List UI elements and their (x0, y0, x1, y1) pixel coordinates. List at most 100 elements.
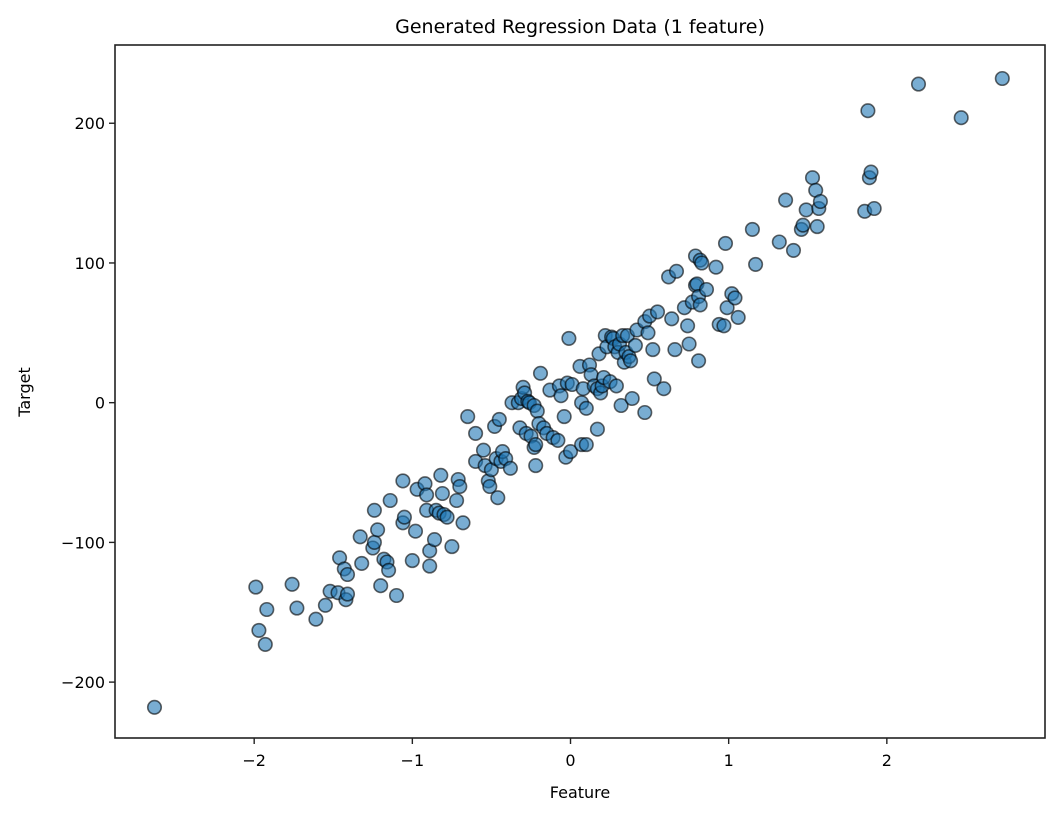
x-axis-label: Feature (550, 783, 610, 802)
data-point (439, 509, 455, 525)
data-point (645, 342, 661, 358)
data-point (744, 221, 760, 237)
x-tick-label: −2 (242, 751, 266, 770)
y-axis-ticks: −200 −100 0 100 200 (61, 114, 115, 692)
data-point (589, 421, 605, 437)
data-point (308, 611, 324, 627)
data-point (455, 515, 471, 531)
data-point (637, 404, 653, 421)
data-point (452, 478, 468, 495)
data-point (370, 522, 386, 538)
y-tick-label: 0 (95, 394, 105, 413)
data-point (667, 342, 683, 358)
data-point (388, 587, 405, 604)
x-axis-ticks: −2 −1 0 1 2 (242, 738, 892, 770)
data-point (502, 460, 518, 476)
data-point (578, 437, 594, 453)
data-point (146, 699, 163, 715)
data-point (809, 219, 825, 235)
data-point (490, 490, 506, 506)
plot-frame (114, 44, 1046, 739)
data-point (251, 622, 267, 638)
data-point (529, 403, 545, 419)
data-point (785, 242, 802, 258)
data-point (426, 532, 443, 548)
data-point (748, 256, 764, 272)
data-point (317, 597, 333, 613)
y-axis-label: Target (15, 367, 34, 418)
data-point (381, 562, 397, 578)
data-point (449, 492, 465, 509)
data-point (404, 553, 420, 569)
data-point (771, 234, 787, 250)
data-point (284, 576, 300, 592)
data-point (716, 318, 732, 334)
data-point (953, 110, 969, 126)
data-point (717, 235, 734, 251)
data-point (727, 290, 743, 306)
data-point (433, 467, 449, 483)
data-point (395, 473, 411, 489)
data-point (259, 601, 275, 618)
y-tick-label: −200 (61, 673, 105, 692)
data-point (528, 458, 544, 474)
data-point (812, 193, 828, 210)
data-point (373, 578, 389, 594)
data-point (866, 200, 882, 217)
data-point (708, 259, 724, 275)
data-point (804, 170, 821, 186)
data-point (649, 304, 666, 320)
data-point (528, 437, 544, 453)
data-point (627, 337, 643, 353)
data-point (994, 70, 1010, 87)
data-point (863, 164, 879, 180)
data-point (553, 388, 569, 404)
data-point (681, 336, 697, 352)
data-point (730, 309, 746, 325)
data-point (719, 300, 735, 316)
data-point (491, 411, 507, 427)
data-point (468, 425, 484, 441)
data-point (382, 492, 398, 509)
data-point (366, 502, 382, 518)
data-point (668, 263, 685, 279)
data-point (354, 555, 370, 571)
data-point (352, 529, 368, 545)
data-point (422, 558, 438, 574)
data-point (692, 297, 708, 313)
data-point (640, 325, 656, 341)
data-point (366, 534, 382, 550)
y-tick-label: 200 (74, 114, 105, 133)
data-point (482, 478, 498, 495)
data-point (475, 442, 492, 458)
data-point (694, 255, 710, 271)
data-point (289, 600, 305, 616)
chart-title: Generated Regression Data (1 feature) (395, 16, 765, 38)
data-point (691, 353, 707, 369)
data-point (680, 318, 696, 334)
data-point (778, 192, 794, 208)
data-point (550, 432, 566, 448)
data-point (698, 281, 715, 298)
data-point (860, 103, 876, 119)
data-point (578, 400, 594, 416)
data-point (257, 636, 273, 652)
data-point (460, 409, 476, 425)
data-points (146, 70, 1010, 715)
x-tick-label: −1 (401, 751, 425, 770)
data-point (434, 485, 450, 502)
x-tick-label: 0 (565, 751, 575, 770)
data-point (562, 444, 579, 460)
x-tick-label: 1 (724, 751, 734, 770)
data-point (407, 523, 424, 539)
y-tick-label: −100 (61, 533, 105, 552)
data-point (339, 586, 356, 602)
data-point (248, 579, 264, 595)
data-point (646, 371, 662, 387)
data-point (624, 390, 640, 407)
x-tick-label: 2 (882, 751, 892, 770)
data-point (561, 330, 577, 346)
data-point (623, 353, 639, 369)
